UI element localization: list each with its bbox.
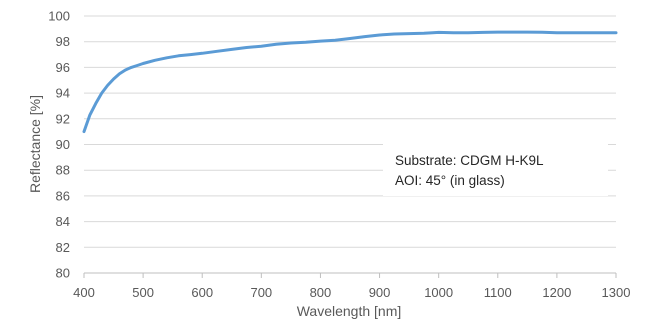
y-tick-label: 84 — [56, 214, 70, 229]
annotation-substrate: Substrate: CDGM H-K9L — [395, 153, 544, 168]
x-axis-title: Wavelength [nm] — [297, 303, 402, 319]
x-tick-label: 1300 — [602, 285, 631, 300]
x-tick-label: 600 — [191, 285, 213, 300]
y-tick-labels: 80 82 84 86 88 90 92 94 96 98 100 — [48, 9, 70, 281]
x-tick-label: 1000 — [424, 285, 453, 300]
y-tick-label: 86 — [56, 188, 70, 203]
y-tick-label: 98 — [56, 34, 70, 49]
y-tick-label: 94 — [56, 86, 70, 101]
x-tick-label: 900 — [369, 285, 391, 300]
y-tick-label: 92 — [56, 111, 70, 126]
annotation-box — [383, 140, 608, 196]
x-tick-label: 400 — [73, 285, 95, 300]
y-tick-label: 96 — [56, 60, 70, 75]
x-tick-label: 800 — [310, 285, 332, 300]
y-tick-label: 90 — [56, 137, 70, 152]
y-tick-label: 100 — [48, 9, 70, 24]
y-tick-label: 88 — [56, 163, 70, 178]
x-tick-labels: 400 500 600 700 800 900 1000 1100 1200 1300 — [73, 285, 630, 300]
x-tick-label: 500 — [132, 285, 154, 300]
reflectance-series-line — [82, 30, 618, 134]
y-tick-label: 80 — [56, 266, 70, 281]
y-axis-title: Reflectance [%] — [27, 95, 43, 193]
x-tick-label: 1200 — [542, 285, 571, 300]
x-tick-marks — [83, 273, 617, 278]
x-tick-label: 1100 — [484, 285, 512, 300]
y-tick-label: 82 — [56, 240, 70, 255]
x-tick-label: 700 — [250, 285, 272, 300]
annotation-aoi: AOI: 45° (in glass) — [395, 173, 505, 188]
gridlines — [84, 15, 616, 274]
